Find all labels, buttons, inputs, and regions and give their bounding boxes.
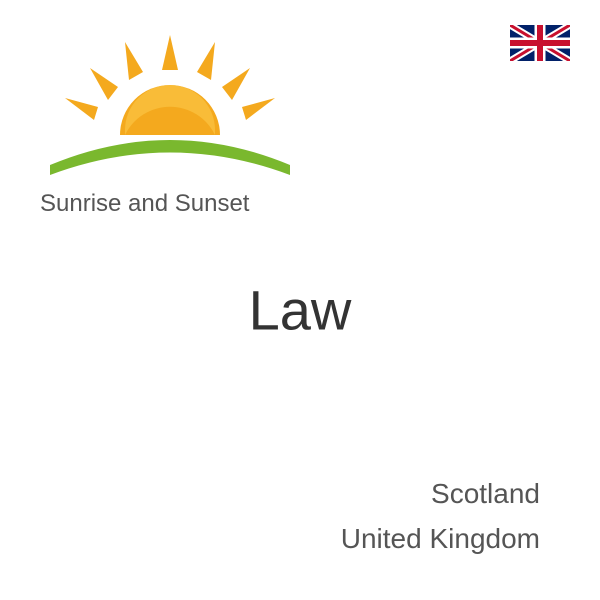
region-text: Scotland — [431, 478, 540, 510]
uk-flag-icon — [510, 25, 570, 61]
page-title: Law — [249, 278, 352, 343]
subtitle-text: Sunrise and Sunset — [40, 190, 249, 218]
country-text: United Kingdom — [341, 523, 540, 555]
